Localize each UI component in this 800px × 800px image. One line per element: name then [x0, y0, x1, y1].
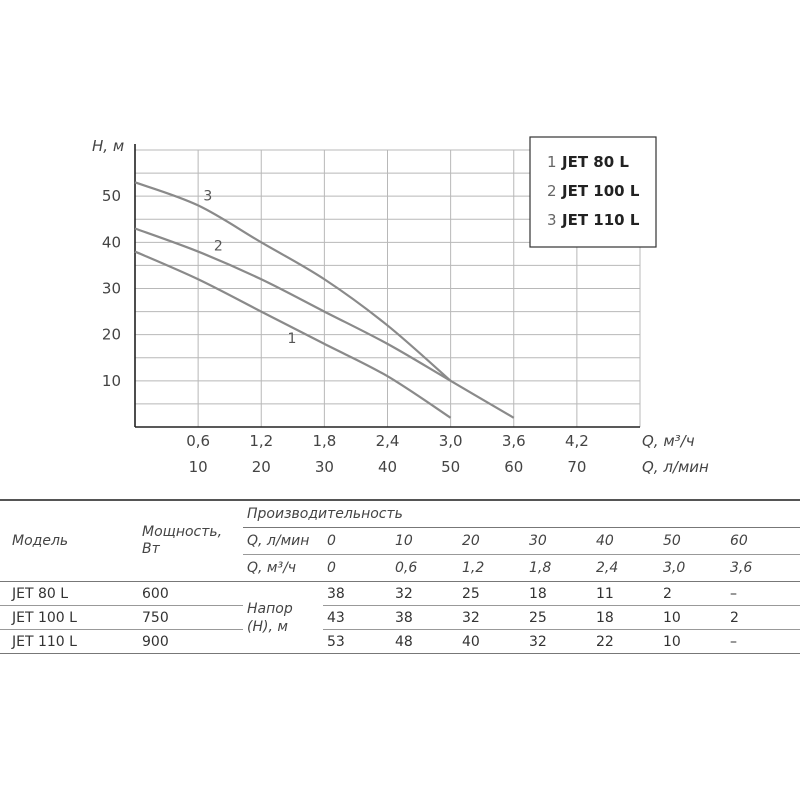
x-tick-label-m3h: 1,8	[312, 432, 336, 450]
q-lmin-label: Q, л/мин	[243, 527, 323, 555]
q-m3h-cell: 0	[323, 554, 391, 582]
legend-box	[529, 136, 657, 248]
y-tick-label: 20	[102, 326, 121, 344]
q-m3h-cell: 3,0	[659, 554, 726, 582]
q-lmin-cell: 20	[458, 527, 525, 555]
q-m3h-cell: 0,6	[391, 554, 458, 582]
y-tick-label: 50	[102, 187, 121, 205]
table-row: JET 100 L 750 43 38 32 25 18 10 2	[0, 605, 800, 630]
model-header: Модель	[0, 499, 138, 582]
x-tick-label-lmin: 30	[315, 458, 334, 476]
head-cell: 32	[525, 629, 592, 654]
head-cell: 38	[323, 581, 391, 606]
q-m3h-cell: 3,6	[726, 554, 800, 582]
chart-ticks: 10 20 30 40 50 0,6 10 1,2 20 1,8 30 2,4 40 3,0 50 3,6 60…	[102, 187, 589, 476]
chart-axes	[134, 144, 640, 428]
head-cell: 32	[458, 605, 525, 630]
chart-legend: 1 JET 80 L 2 JET 100 L 3 JET 110 L	[529, 136, 657, 248]
x-tick-label-m3h: 1,2	[249, 432, 273, 450]
x-axis-title-m3h: Q, м³/ч	[642, 432, 695, 450]
series-line-3	[134, 181, 452, 382]
head-cell: 48	[391, 629, 458, 654]
head-cell: 18	[592, 605, 659, 630]
x-tick-label-m3h: 3,0	[439, 432, 463, 450]
x-tick-label-m3h: 0,6	[186, 432, 210, 450]
legend-name-3: JET 110 L	[561, 211, 640, 229]
series-label-1: 1	[288, 331, 297, 347]
x-tick-label-m3h: 3,6	[502, 432, 526, 450]
series-label-2: 2	[214, 238, 223, 254]
q-lmin-cell: 40	[592, 527, 659, 555]
x-tick-label-m3h: 2,4	[376, 432, 400, 450]
q-lmin-cell: 0	[323, 527, 391, 555]
x-tick-label-lmin: 70	[567, 458, 586, 476]
model-cell: JET 100 L	[0, 605, 138, 630]
table-row: JET 110 L 900 53 48 40 32 22 10 –	[0, 629, 800, 654]
y-tick-label: 30	[102, 280, 121, 298]
x-tick-label-lmin: 50	[441, 458, 460, 476]
head-cell: –	[726, 629, 800, 654]
x-tick-label-lmin: 60	[504, 458, 523, 476]
head-cell: 11	[592, 581, 659, 606]
legend-num-1: 1	[547, 153, 557, 171]
head-cell: 25	[458, 581, 525, 606]
legend-name-1: JET 80 L	[561, 153, 629, 171]
x-tick-label-m3h: 4,2	[565, 432, 589, 450]
head-cell: –	[726, 581, 800, 606]
x-tick-label-lmin: 20	[252, 458, 271, 476]
y-tick-label: 10	[102, 372, 121, 390]
power-cell: 750	[138, 605, 243, 630]
productivity-header: Производительность	[243, 499, 800, 528]
head-cell: 25	[525, 605, 592, 630]
model-cell: JET 110 L	[0, 629, 138, 654]
q-lmin-cell: 30	[525, 527, 592, 555]
head-cell: 10	[659, 629, 726, 654]
q-m3h-cell: 1,2	[458, 554, 525, 582]
x-axis-title-lmin: Q, л/мин	[642, 458, 709, 476]
head-cell: 2	[726, 605, 800, 630]
legend-name-2: JET 100 L	[561, 182, 640, 200]
series-line-1	[134, 250, 452, 419]
q-m3h-label: Q, м³/ч	[243, 554, 323, 582]
power-cell: 900	[138, 629, 243, 654]
head-cell: 53	[323, 629, 391, 654]
table-row: JET 80 L 600 Напор (Н), м 38 32 25 18 11…	[0, 581, 800, 654]
y-axis-title: H, м	[92, 137, 124, 155]
head-cell: 38	[391, 605, 458, 630]
q-lmin-row: Q, л/мин 0 10 20 30 40 50 60	[0, 527, 800, 555]
head-cell: 10	[659, 605, 726, 630]
head-cell: 32	[391, 581, 458, 606]
spec-table: Модель Мощность, Вт Производительность Q…	[0, 499, 800, 654]
q-m3h-cell: 2,4	[592, 554, 659, 582]
q-lmin-cell: 10	[391, 527, 458, 555]
q-lmin-cell: 60	[726, 527, 800, 555]
head-cell: 22	[592, 629, 659, 654]
legend-num-2: 2	[547, 182, 557, 200]
x-tick-label-lmin: 40	[378, 458, 397, 476]
power-header: Мощность, Вт	[138, 499, 243, 582]
model-cell: JET 80 L	[0, 581, 138, 606]
head-cell: 2	[659, 581, 726, 606]
q-lmin-cell: 50	[659, 527, 726, 555]
head-cell: 40	[458, 629, 525, 654]
head-label: Напор (Н), м	[243, 581, 323, 654]
head-cell: 18	[525, 581, 592, 606]
table-header-row: Модель Мощность, Вт Производительность	[0, 499, 800, 582]
pump-curve-chart: 1 2 3 10 20 30 40 50 0,6 10 1,2 20 1,8 30 2,4 40 3,0 50 3…	[92, 136, 709, 476]
y-tick-label: 40	[102, 233, 121, 251]
power-cell: 600	[138, 581, 243, 606]
q-m3h-row: Q, м³/ч 0 0,6 1,2 1,8 2,4 3,0 3,6	[0, 554, 800, 582]
legend-num-3: 3	[547, 211, 557, 229]
chart-series: 1 2 3	[134, 181, 515, 419]
x-tick-label-lmin: 10	[189, 458, 208, 476]
series-label-3: 3	[203, 188, 212, 204]
q-m3h-cell: 1,8	[525, 554, 592, 582]
head-cell: 43	[323, 605, 391, 630]
